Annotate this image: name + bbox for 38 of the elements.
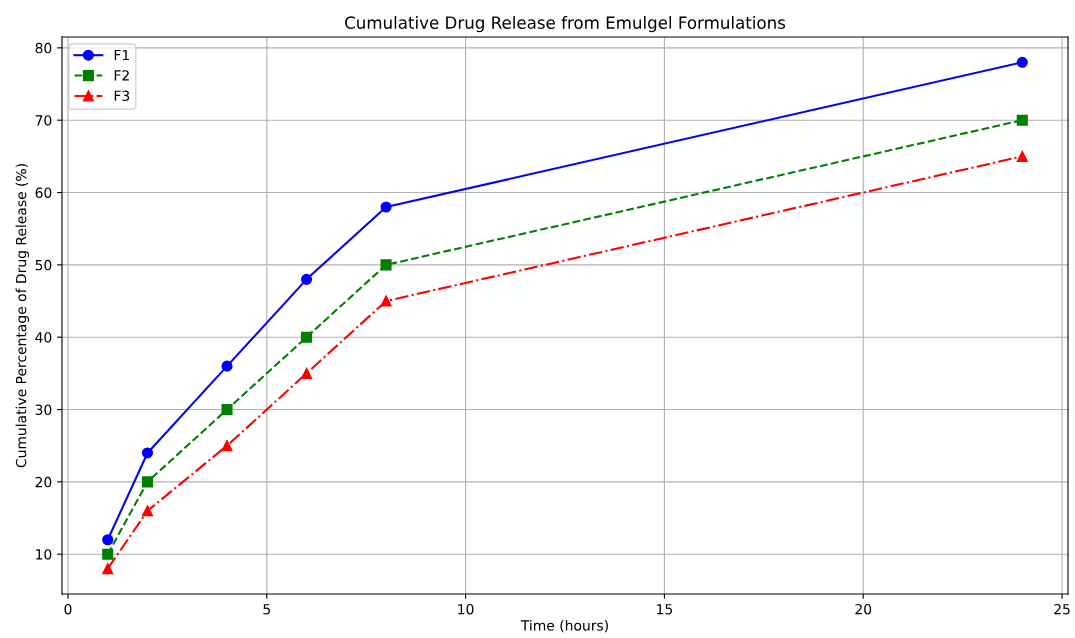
point [221, 440, 233, 452]
point [221, 403, 233, 416]
x-tick-label: 0 [64, 603, 72, 615]
y-tick-label: 60 [35, 187, 52, 198]
chart-title: Cumulative Drug Release from Emulgel Formulations [345, 16, 786, 33]
y-tick-label: 10 [36, 549, 52, 560]
point [221, 360, 233, 372]
point [300, 331, 313, 343]
y-tick-label: 20 [35, 476, 52, 488]
x-tick-label: 15 [657, 604, 673, 615]
point [380, 295, 392, 307]
legend-label: F3 [114, 90, 130, 102]
y-axis-title: Cumulative Percentage of Drug Release (%) [15, 164, 30, 468]
x-tick-label: 5 [263, 604, 270, 615]
y-tick-label: 30 [35, 404, 52, 416]
x-tick-label: 10 [458, 603, 474, 615]
y-tick-label: 40 [35, 332, 52, 343]
point [300, 367, 313, 379]
point [141, 476, 154, 488]
point [1016, 56, 1028, 68]
x-axis-title: Time (hours) [520, 619, 608, 633]
point [380, 201, 392, 213]
point [1016, 114, 1028, 126]
y-tick-label: 80 [35, 42, 52, 54]
x-tick-label: 25 [1054, 603, 1070, 615]
y-tick-label: 70 [35, 115, 52, 126]
point [1016, 150, 1028, 162]
legend-label: F1 [114, 49, 129, 61]
x-tick-label: 20 [855, 603, 872, 615]
point [102, 563, 114, 575]
legend-label: F2 [114, 70, 129, 81]
point [141, 447, 154, 459]
point [380, 259, 392, 271]
point [102, 548, 114, 560]
point [141, 505, 154, 517]
point [300, 273, 313, 285]
point [102, 534, 114, 546]
y-tick-label: 50 [35, 259, 52, 271]
